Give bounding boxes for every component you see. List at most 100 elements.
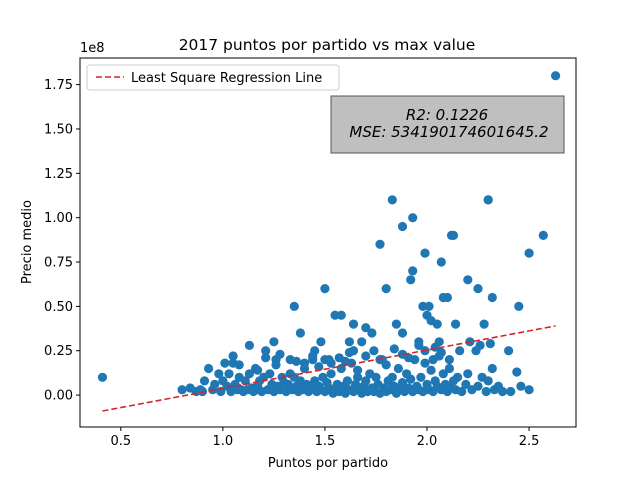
y-tick-label: 0.25 xyxy=(44,344,73,359)
axes-frame xyxy=(79,57,577,428)
scatter-point xyxy=(299,358,310,368)
scatter-point xyxy=(210,379,220,389)
x-tick-label: 2.0 xyxy=(417,434,438,449)
scatter-point xyxy=(381,284,391,294)
scatter-point xyxy=(244,340,254,350)
scatter-point xyxy=(397,221,408,232)
scatter-point xyxy=(269,337,279,347)
stats-r2: R2: 0.1226 xyxy=(406,106,488,124)
scatter-point xyxy=(387,372,397,382)
scatter-point xyxy=(261,346,271,356)
scatter-point xyxy=(428,355,438,365)
scatter-point xyxy=(275,349,285,359)
scatter-point xyxy=(375,239,385,249)
scatter-point xyxy=(361,351,371,361)
scatter-point xyxy=(438,292,448,303)
scatter-point xyxy=(353,372,363,382)
scatter-point xyxy=(461,379,471,389)
scatter-point xyxy=(314,362,324,372)
scatter-point xyxy=(342,376,352,386)
scatter-point xyxy=(97,372,108,382)
scatter-point xyxy=(451,319,461,329)
scatter-point xyxy=(483,376,493,386)
scatter-point xyxy=(361,376,371,386)
scatter-point xyxy=(408,213,418,223)
scatter-point xyxy=(289,301,299,311)
scatter-point xyxy=(538,230,548,240)
x-axis-label: Puntos por partido xyxy=(268,456,388,471)
y-tick-label: 1.25 xyxy=(44,167,73,182)
y-tick-label: 0.50 xyxy=(44,300,73,315)
y-tick-label: 1.00 xyxy=(44,211,73,226)
y-tick-label: 0.00 xyxy=(44,389,73,404)
scatter-point xyxy=(481,386,491,397)
scatter-point xyxy=(265,369,275,379)
scatter-point xyxy=(348,346,359,356)
scatter-point xyxy=(434,337,444,347)
scatter-point xyxy=(473,381,483,391)
scatter-point xyxy=(406,275,416,285)
scatter-point xyxy=(367,328,377,338)
scatter-point xyxy=(261,353,271,363)
y-axis-label: Precio medio xyxy=(20,200,35,284)
scatter-point xyxy=(244,369,254,379)
scatter-point xyxy=(310,346,320,356)
scatter-point xyxy=(475,340,485,350)
scatter-point xyxy=(524,248,534,258)
scatter-point xyxy=(436,347,446,358)
scatter-point xyxy=(371,372,381,382)
scatter-point xyxy=(463,369,473,379)
scatter-point xyxy=(455,346,465,356)
scatter-point xyxy=(444,355,454,365)
scatter-point xyxy=(446,230,457,240)
scatter-point xyxy=(361,323,371,333)
scatter-point xyxy=(436,257,446,267)
scatter-point xyxy=(387,195,397,205)
scatter-point xyxy=(393,363,403,374)
scatter-point xyxy=(295,328,305,338)
chart-title: 2017 puntos por partido vs max value xyxy=(179,36,476,54)
y-axis-ticks: 0.00 0.25 0.50 0.75 1.00 1.25 1.50 1.75 xyxy=(44,78,80,404)
scatter-point xyxy=(234,360,244,370)
scatter-point xyxy=(326,369,336,379)
scatter-point xyxy=(353,365,363,375)
scatter-point xyxy=(253,365,263,375)
scatter-point xyxy=(285,369,295,379)
scatter-point xyxy=(479,319,489,329)
scatter-point xyxy=(504,346,514,356)
scatter-point xyxy=(340,356,350,366)
scatter-point xyxy=(463,275,473,285)
scatter-point xyxy=(473,284,483,294)
y-tick-label: 1.50 xyxy=(44,122,73,137)
scatter-point xyxy=(214,369,224,379)
scatter-point xyxy=(420,248,430,258)
scatter-point xyxy=(397,328,408,338)
x-tick-label: 0.5 xyxy=(110,434,131,449)
regression-line xyxy=(102,325,556,412)
scatter-point xyxy=(408,266,418,276)
scatter-point xyxy=(204,363,214,374)
scatter-point xyxy=(224,369,234,379)
scatter-point xyxy=(524,385,534,395)
scatter-point xyxy=(497,386,508,397)
plot-area xyxy=(97,71,561,412)
scatter-point xyxy=(228,351,238,361)
scatter-point xyxy=(416,372,426,382)
scatter-point xyxy=(344,337,354,347)
x-axis-ticks: 0.5 1.0 1.5 2.0 2.5 xyxy=(110,427,539,449)
scatter-point xyxy=(506,386,516,397)
scatter-point xyxy=(487,363,497,374)
scatter-point xyxy=(357,337,367,347)
y-offset-label: 1e8 xyxy=(80,41,105,56)
scatter-point xyxy=(397,378,408,388)
stats-box: R2: 0.1226 MSE: 534190174601645.2 xyxy=(330,95,565,154)
scatter-point xyxy=(426,365,436,375)
scatter-point xyxy=(336,310,346,320)
stats-box-background xyxy=(330,95,565,154)
scatter-point xyxy=(391,319,401,329)
scatter-point xyxy=(220,358,230,368)
x-tick-label: 2.5 xyxy=(519,434,540,449)
x-tick-label: 1.0 xyxy=(213,434,234,449)
scatter-point xyxy=(438,369,448,379)
